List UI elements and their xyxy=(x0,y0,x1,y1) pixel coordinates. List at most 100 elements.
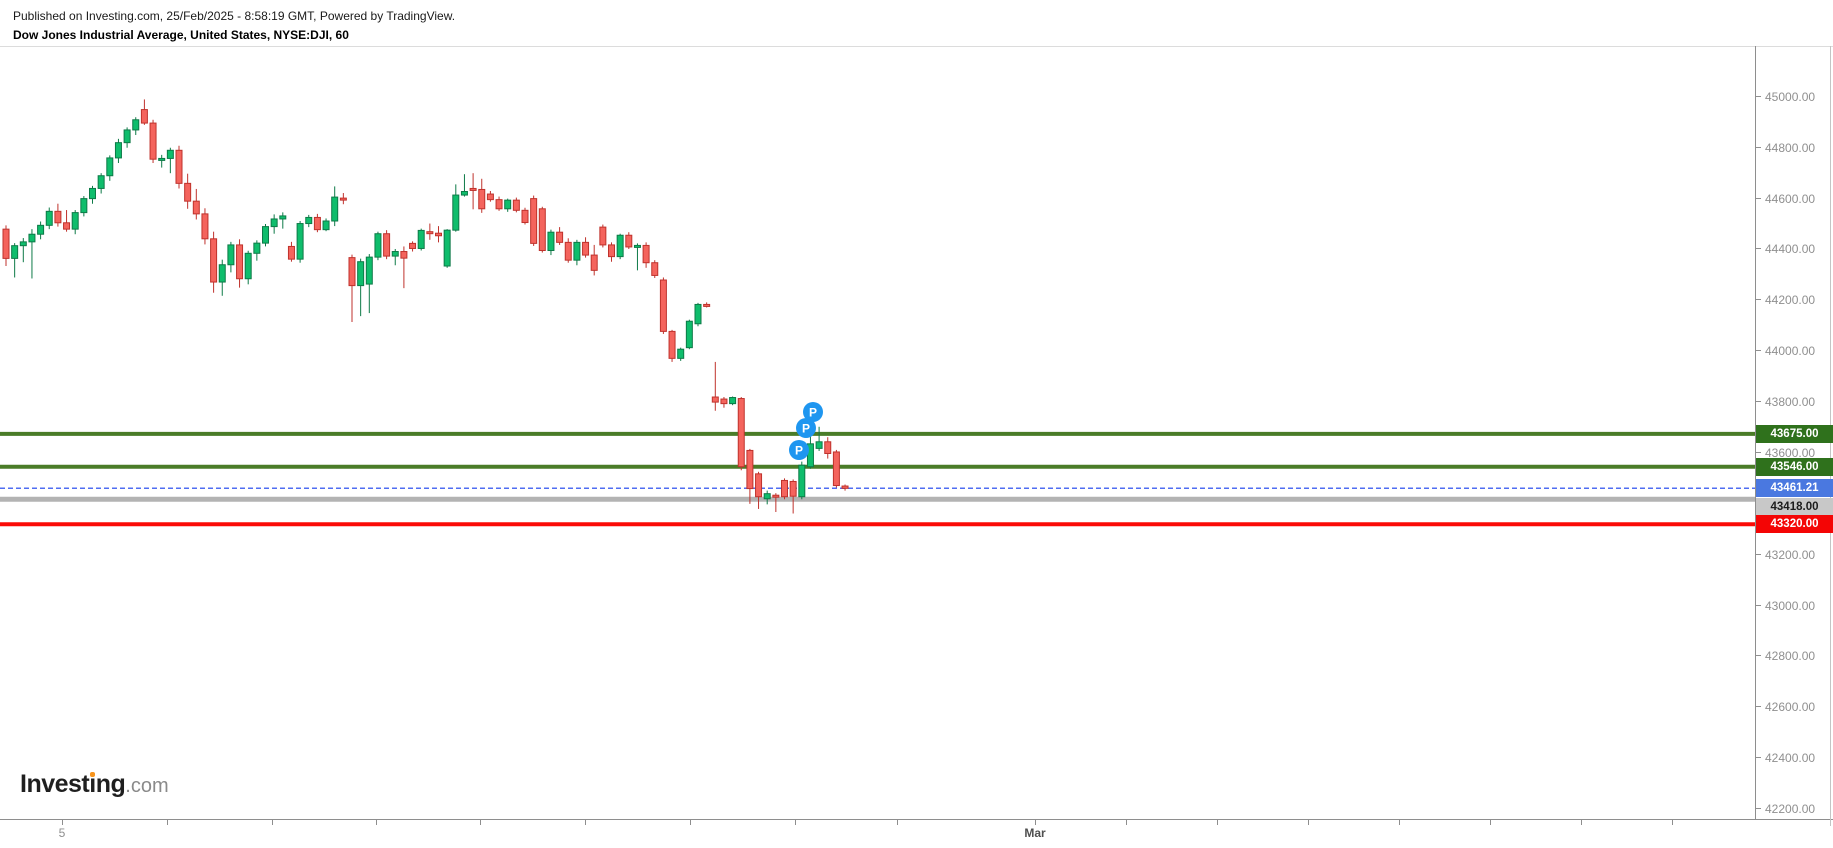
pivot-marker[interactable]: P xyxy=(789,440,809,460)
time-tick-mark xyxy=(1035,820,1036,825)
pivot-marker-circle xyxy=(796,418,816,438)
pivot-marker-letter: P xyxy=(795,444,803,458)
logo-orange-dot xyxy=(89,771,95,777)
time-tick-label-Mar: Mar xyxy=(1024,826,1046,840)
candle-body xyxy=(28,233,36,243)
candle-body xyxy=(746,449,754,490)
plot-top-border xyxy=(0,46,1833,47)
candle-body xyxy=(469,187,477,191)
price-tick-label: 44600.00 xyxy=(1756,192,1833,206)
candle-body xyxy=(339,197,347,201)
candle-body xyxy=(668,330,676,359)
candle-body xyxy=(512,199,520,211)
price-badge-43675.00: 43675.00 xyxy=(1756,424,1833,443)
price-tick-mark xyxy=(1756,451,1761,453)
price-tick-label: 44200.00 xyxy=(1756,293,1833,307)
candle-body xyxy=(582,241,590,256)
price-tick-label: 42800.00 xyxy=(1756,649,1833,663)
candle-body xyxy=(383,233,391,257)
candle-body xyxy=(763,493,771,500)
candle-body xyxy=(443,229,451,267)
candle-body xyxy=(218,264,226,283)
candle-body xyxy=(616,234,624,258)
time-tick-mark xyxy=(795,820,796,825)
candle-body xyxy=(244,252,252,280)
candle-body xyxy=(149,122,157,160)
candle-body xyxy=(772,494,780,498)
pivot-marker-circle xyxy=(789,440,809,460)
candle-body xyxy=(106,157,114,177)
price-badge-43546.00: 43546.00 xyxy=(1756,457,1833,476)
candle-body xyxy=(287,245,295,260)
price-tick-label: 42200.00 xyxy=(1756,802,1833,816)
price-tick-label: 42600.00 xyxy=(1756,700,1833,714)
candle-body xyxy=(556,231,564,243)
candle-body xyxy=(478,188,486,210)
candle-body xyxy=(694,303,702,325)
candle-body xyxy=(564,241,572,261)
candle-body xyxy=(789,480,797,497)
candle-body xyxy=(426,231,434,235)
candle-body xyxy=(460,190,468,196)
price-tick-label: 45000.00 xyxy=(1756,90,1833,104)
price-tick-mark xyxy=(1756,604,1761,606)
price-tick-mark xyxy=(1756,299,1761,301)
instrument-title: Dow Jones Industrial Average, United Sta… xyxy=(13,28,349,42)
time-axis[interactable]: 5 Mar xyxy=(0,820,1833,848)
candle-body xyxy=(435,232,442,237)
candle-body xyxy=(711,396,719,403)
price-tick-mark xyxy=(1756,655,1761,657)
price-tick-mark xyxy=(1756,248,1761,250)
price-axis[interactable]: 45000.00 44800.00 44600.00 44400.00 44200.00… xyxy=(1756,46,1833,819)
candle-body xyxy=(184,182,192,202)
price-tick-mark xyxy=(1756,757,1761,759)
price-tick-mark xyxy=(1756,706,1761,708)
candle-body xyxy=(322,220,330,231)
candle-body xyxy=(599,226,607,246)
candle-body xyxy=(374,233,382,258)
candle-body xyxy=(608,244,615,258)
candle-body xyxy=(71,212,79,230)
pivot-marker[interactable]: P xyxy=(796,418,816,438)
candle-body xyxy=(841,485,849,489)
candle-body xyxy=(80,198,88,214)
time-tick-mark xyxy=(376,820,377,825)
price-tick-mark xyxy=(1756,808,1761,810)
investing-logo[interactable]: Investı ng.com xyxy=(20,770,169,799)
candle-body xyxy=(175,149,183,184)
time-tick-label-5: 5 xyxy=(58,826,66,840)
price-badge-43320.00: 43320.00 xyxy=(1756,515,1833,534)
time-tick-mark xyxy=(1399,820,1400,825)
candle-body xyxy=(642,244,650,264)
candle-body xyxy=(590,254,598,271)
candle-body xyxy=(781,479,788,498)
time-tick-mark xyxy=(1490,820,1491,825)
time-tick-mark xyxy=(1581,820,1582,825)
price-tick-mark xyxy=(1756,401,1761,403)
time-tick-mark xyxy=(1217,820,1218,825)
candle-body xyxy=(123,129,131,144)
candle-body xyxy=(210,238,218,283)
candle-body xyxy=(400,251,408,259)
candle-body xyxy=(357,261,365,287)
time-tick-mark xyxy=(167,820,168,825)
candle-body xyxy=(737,398,745,468)
pivot-marker[interactable]: P xyxy=(803,402,823,422)
time-tick-mark xyxy=(1672,820,1673,825)
candle-body xyxy=(262,226,269,244)
candle-body xyxy=(158,157,166,161)
candle-body xyxy=(832,451,840,487)
price-badge-43461.21: 43461.21 xyxy=(1756,479,1833,498)
candle-body xyxy=(114,142,122,159)
time-tick-mark xyxy=(62,820,63,825)
price-tick-mark xyxy=(1756,553,1761,555)
candle-body xyxy=(365,256,373,285)
time-tick-mark xyxy=(480,820,481,825)
candle-body xyxy=(720,398,728,405)
time-tick-mark xyxy=(897,820,898,825)
price-tick-label: 43800.00 xyxy=(1756,395,1833,409)
candle-body xyxy=(227,244,235,266)
candle-body xyxy=(409,242,417,249)
